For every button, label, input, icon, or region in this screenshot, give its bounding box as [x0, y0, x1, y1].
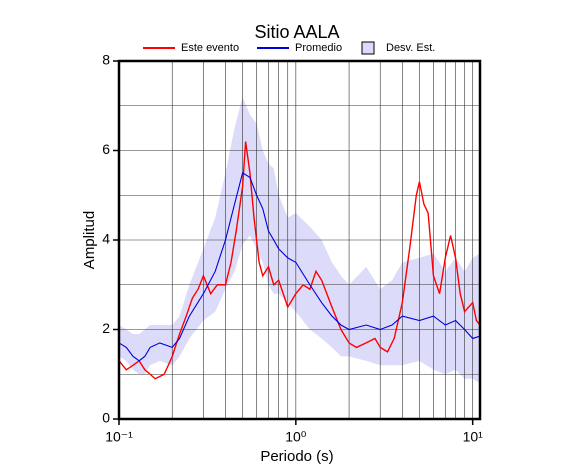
series-line [118, 141, 481, 380]
y-tick-label: 0 [102, 410, 110, 426]
x-tick-label: 10⁰ [285, 429, 307, 445]
legend-label: Este evento [181, 42, 239, 54]
x-axis-label: Periodo (s) [260, 448, 333, 465]
x-tick-label: 10¹ [463, 429, 484, 445]
chart-title: Sitio AALA [254, 22, 339, 42]
series-line [118, 172, 481, 362]
y-tick-label: 6 [102, 141, 110, 157]
legend-swatch [361, 41, 375, 55]
legend-label: Desv. Est. [386, 42, 435, 54]
y-tick-label: 2 [102, 320, 110, 336]
y-axis-label: Amplitud [81, 211, 98, 269]
legend-label: Promedio [295, 42, 342, 54]
y-tick-label: 4 [102, 231, 110, 247]
y-tick-label: 8 [102, 52, 110, 68]
x-tick-label: 10⁻¹ [105, 429, 133, 445]
